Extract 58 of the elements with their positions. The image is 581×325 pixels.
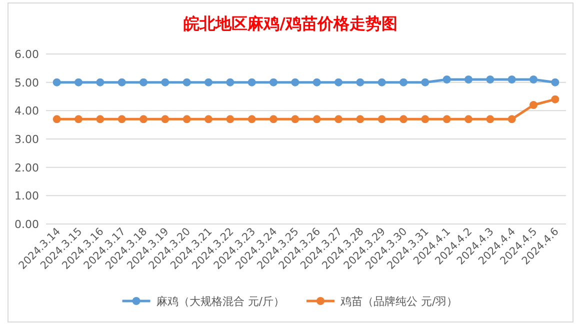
point	[270, 115, 278, 124]
point	[74, 115, 82, 124]
point	[551, 78, 560, 86]
y-tick-label: 2.00	[14, 161, 39, 174]
point	[52, 115, 61, 124]
point	[204, 78, 212, 86]
point	[226, 78, 234, 86]
point	[312, 78, 321, 86]
point	[442, 115, 451, 124]
point	[334, 115, 342, 124]
point	[486, 115, 494, 124]
point	[530, 76, 538, 84]
point	[291, 78, 300, 86]
point	[182, 115, 191, 124]
point	[551, 95, 560, 104]
point	[248, 115, 256, 124]
y-tick-label: 1.00	[14, 190, 39, 203]
point	[400, 115, 408, 124]
point	[140, 78, 148, 86]
point	[378, 115, 386, 124]
point	[140, 115, 148, 124]
point	[442, 76, 451, 84]
point	[118, 78, 126, 86]
point	[356, 115, 364, 124]
legend-label: 麻鸡（大规格混合 元/斤）	[156, 295, 284, 308]
point	[74, 78, 82, 86]
point	[356, 78, 364, 86]
y-tick-label: 4.00	[14, 104, 39, 118]
point	[312, 115, 321, 124]
point	[334, 78, 342, 86]
point	[161, 115, 170, 124]
point	[182, 78, 191, 86]
point	[378, 78, 386, 86]
point	[118, 115, 126, 124]
point	[270, 78, 278, 86]
point	[96, 115, 104, 124]
point	[161, 78, 170, 86]
point	[248, 78, 256, 86]
point	[421, 115, 430, 124]
point	[421, 78, 430, 86]
legend-label: 鸡苗（品牌纯公 元/羽）	[340, 295, 458, 308]
y-tick-label: 0.00	[14, 218, 39, 231]
point	[400, 78, 408, 86]
y-tick-label: 3.00	[14, 133, 39, 146]
point	[226, 115, 234, 124]
point	[52, 78, 61, 86]
point	[464, 115, 472, 124]
point	[530, 101, 538, 109]
y-tick-label: 5.00	[14, 76, 39, 90]
y-tick-label: 6.00	[14, 48, 39, 61]
point	[508, 76, 516, 84]
point	[508, 115, 516, 124]
chart-title: 皖北地区麻鸡/鸡苗价格走势图	[184, 14, 398, 33]
point	[486, 76, 494, 84]
point	[464, 76, 472, 84]
point	[204, 115, 212, 124]
point	[96, 78, 104, 86]
point	[291, 115, 300, 124]
